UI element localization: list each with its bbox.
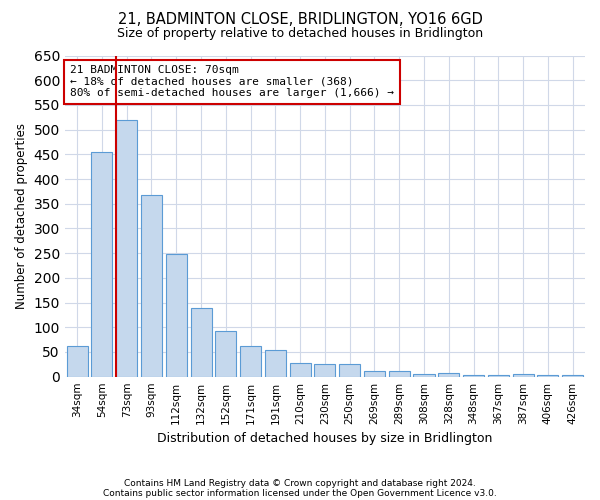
- Bar: [141, 195, 162, 376]
- Bar: [538, 375, 559, 376]
- Text: 21, BADMINTON CLOSE, BRIDLINGTON, YO16 6GD: 21, BADMINTON CLOSE, BRIDLINGTON, YO16 6…: [118, 12, 482, 28]
- Bar: [265, 350, 286, 376]
- Bar: [91, 152, 112, 376]
- Bar: [116, 120, 137, 376]
- Bar: [339, 364, 360, 376]
- Bar: [166, 254, 187, 376]
- Bar: [562, 375, 583, 376]
- Text: Contains HM Land Registry data © Crown copyright and database right 2024.: Contains HM Land Registry data © Crown c…: [124, 478, 476, 488]
- Bar: [240, 346, 261, 376]
- Text: 21 BADMINTON CLOSE: 70sqm
← 18% of detached houses are smaller (368)
80% of semi: 21 BADMINTON CLOSE: 70sqm ← 18% of detac…: [70, 65, 394, 98]
- X-axis label: Distribution of detached houses by size in Bridlington: Distribution of detached houses by size …: [157, 432, 493, 445]
- Text: Contains public sector information licensed under the Open Government Licence v3: Contains public sector information licen…: [103, 488, 497, 498]
- Bar: [512, 374, 533, 376]
- Bar: [364, 371, 385, 376]
- Bar: [438, 372, 459, 376]
- Bar: [488, 374, 509, 376]
- Text: Size of property relative to detached houses in Bridlington: Size of property relative to detached ho…: [117, 28, 483, 40]
- Y-axis label: Number of detached properties: Number of detached properties: [15, 123, 28, 309]
- Bar: [290, 364, 311, 376]
- Bar: [463, 375, 484, 376]
- Bar: [191, 308, 212, 376]
- Bar: [389, 371, 410, 376]
- Bar: [215, 331, 236, 376]
- Bar: [314, 364, 335, 376]
- Bar: [413, 374, 434, 376]
- Bar: [67, 346, 88, 376]
